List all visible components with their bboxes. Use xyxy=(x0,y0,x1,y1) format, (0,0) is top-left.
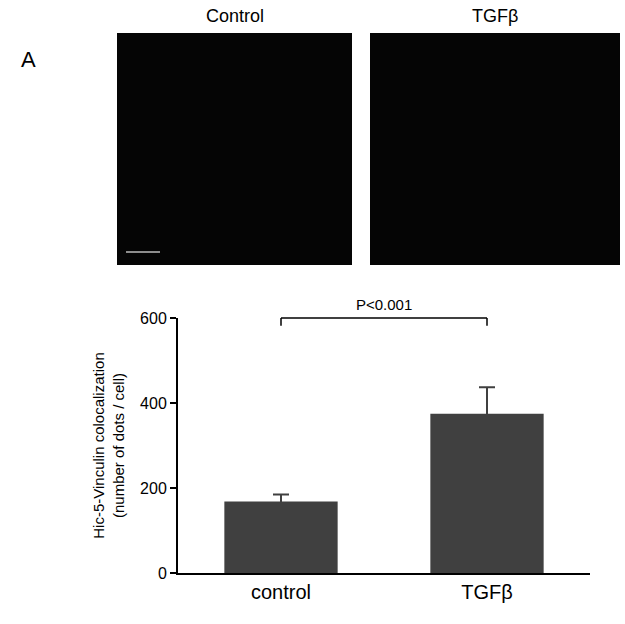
svg-text:TGFβ: TGFβ xyxy=(461,581,513,603)
svg-text:Hic-5-Vinculin colocalization(: Hic-5-Vinculin colocalization(number of … xyxy=(90,352,127,538)
svg-text:400: 400 xyxy=(140,395,167,412)
svg-text:0: 0 xyxy=(158,565,167,582)
svg-text:P<0.001: P<0.001 xyxy=(356,296,412,313)
svg-text:control: control xyxy=(251,581,311,603)
svg-text:200: 200 xyxy=(140,480,167,497)
svg-text:Control: Control xyxy=(206,6,264,26)
svg-text:TGFβ: TGFβ xyxy=(472,6,518,26)
svg-text:A: A xyxy=(21,47,36,72)
svg-text:600: 600 xyxy=(140,310,167,327)
